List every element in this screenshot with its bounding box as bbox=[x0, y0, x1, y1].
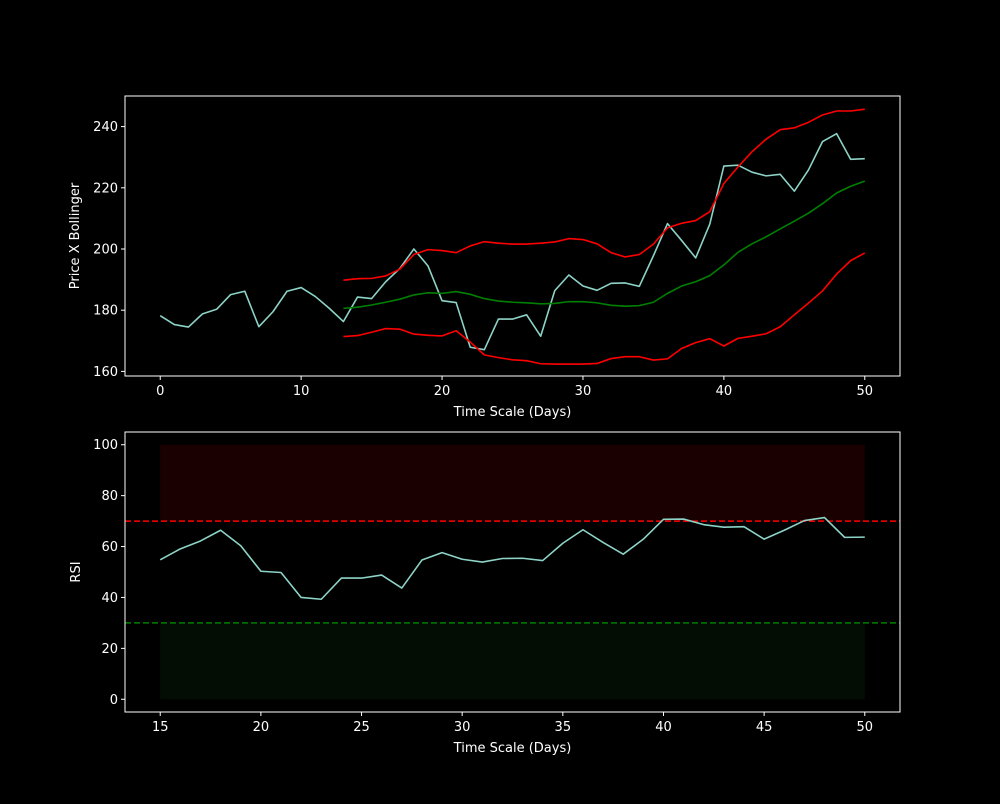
overbought-zone bbox=[160, 444, 865, 522]
lower-bollinger-line bbox=[343, 252, 866, 365]
price-x-tick-label: 40 bbox=[716, 384, 733, 399]
price-y-tick-label: 180 bbox=[93, 304, 118, 319]
rsi-y-tick-label: 0 bbox=[110, 693, 118, 708]
rsi-y-tick-label: 100 bbox=[93, 438, 118, 453]
rsi-axes-frame bbox=[124, 431, 901, 713]
rsi-x-axis-label: Time Scale (Days) bbox=[453, 741, 572, 756]
rsi-y-tick-label: 20 bbox=[101, 642, 118, 657]
rsi-x-tick-label: 25 bbox=[353, 720, 370, 735]
price-bollinger-panel: 0 10 20 30 40 50 160 180 200 220 240 bbox=[93, 95, 901, 399]
sma-line bbox=[343, 180, 866, 310]
rsi-line bbox=[159, 516, 865, 601]
price-line bbox=[159, 132, 865, 351]
price-x-tick-label: 20 bbox=[434, 384, 451, 399]
rsi-x-tick-label: 50 bbox=[856, 720, 873, 735]
price-y-tick-label: 160 bbox=[93, 365, 118, 380]
price-x-axis-label: Time Scale (Days) bbox=[453, 405, 572, 420]
price-y-tick-label: 200 bbox=[93, 243, 118, 258]
rsi-x-tick-label: 30 bbox=[454, 720, 471, 735]
price-x-tick-label: 30 bbox=[575, 384, 592, 399]
rsi-x-tick-label: 20 bbox=[253, 720, 270, 735]
upper-bollinger-line bbox=[343, 108, 865, 282]
price-axes-frame bbox=[124, 95, 901, 377]
price-x-tick-label: 50 bbox=[856, 384, 873, 399]
price-y-axis-label: Price X Bollinger bbox=[68, 182, 83, 289]
rsi-y-tick-label: 60 bbox=[101, 540, 118, 555]
rsi-x-tick-label: 45 bbox=[756, 720, 773, 735]
price-x-tick-label: 10 bbox=[293, 384, 310, 399]
rsi-x-tick-label: 40 bbox=[655, 720, 672, 735]
price-y-tick-label: 240 bbox=[93, 120, 118, 135]
rsi-panel: 15 20 25 30 35 40 45 50 0 20 40 60 80 100 bbox=[93, 431, 901, 735]
rsi-y-tick-label: 80 bbox=[101, 489, 118, 504]
oversold-zone bbox=[160, 622, 865, 700]
rsi-y-tick-label: 40 bbox=[101, 591, 118, 606]
rsi-x-tick-label: 15 bbox=[152, 720, 169, 735]
price-y-tick-label: 220 bbox=[93, 181, 118, 196]
price-x-tick-label: 0 bbox=[156, 384, 164, 399]
rsi-y-axis-label: RSI bbox=[69, 561, 84, 582]
rsi-x-tick-label: 35 bbox=[555, 720, 572, 735]
